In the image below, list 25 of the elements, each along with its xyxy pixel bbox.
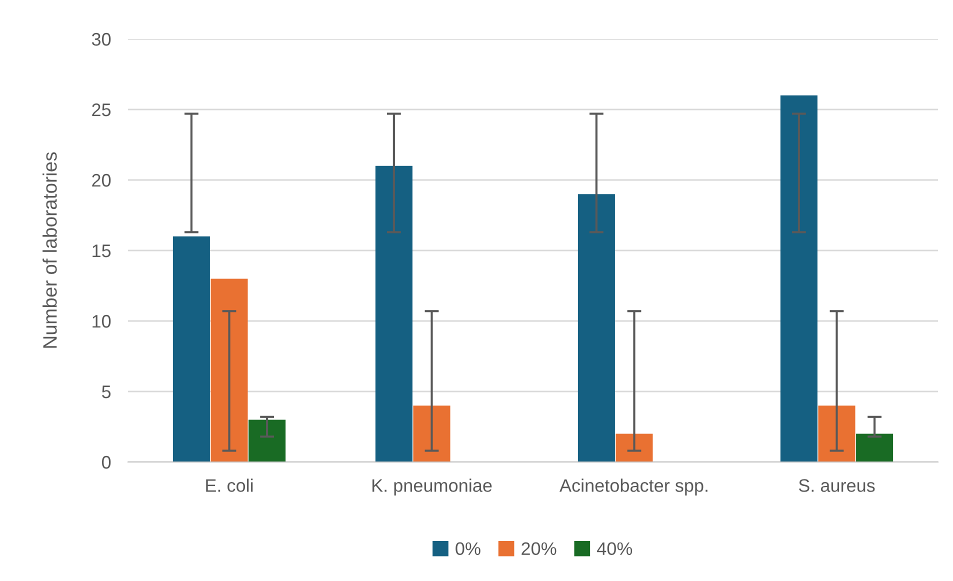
y-tick-label: 10 bbox=[92, 314, 111, 328]
x-tick-label: Acinetobacter spp. bbox=[560, 478, 708, 496]
x-tick-label: K. pneumoniae bbox=[372, 478, 492, 496]
legend-label: 20% bbox=[522, 542, 556, 556]
bar bbox=[818, 406, 856, 462]
y-tick-label: 0 bbox=[102, 456, 111, 469]
bar bbox=[578, 194, 615, 462]
y-tick-label: 15 bbox=[92, 244, 111, 258]
bar bbox=[856, 434, 894, 462]
y-tick-label: 25 bbox=[92, 103, 111, 116]
y-tick-label: 30 bbox=[92, 32, 111, 46]
bar bbox=[780, 95, 818, 462]
y-axis-title: Number of laboratories bbox=[42, 152, 57, 348]
y-tick-label: 20 bbox=[92, 174, 111, 187]
legend-label: 0% bbox=[456, 542, 480, 556]
bar bbox=[210, 278, 248, 462]
bar bbox=[248, 420, 286, 462]
x-tick-label: E. coli bbox=[206, 478, 253, 492]
bar bbox=[616, 434, 653, 462]
legend-label: 40% bbox=[597, 542, 632, 556]
bar bbox=[375, 166, 412, 462]
bar bbox=[413, 406, 450, 462]
x-tick-label: S. aureus bbox=[798, 479, 875, 492]
y-tick-label: 5 bbox=[102, 386, 111, 398]
bar bbox=[172, 236, 210, 462]
